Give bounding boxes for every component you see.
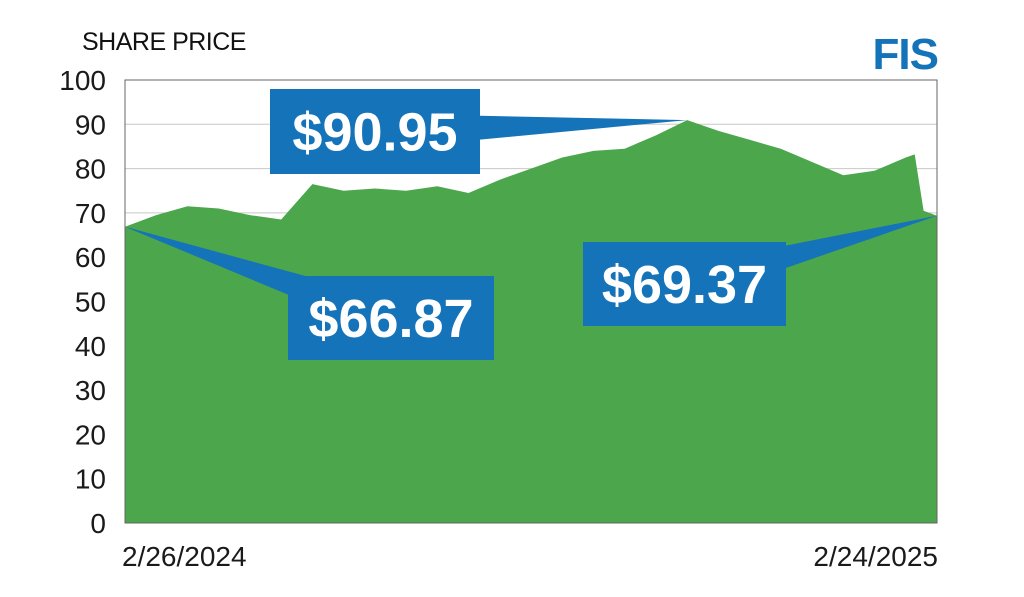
price-callouts: $66.87 $90.95 $69.37 bbox=[125, 89, 937, 360]
y-tick-label: 90 bbox=[75, 109, 106, 140]
y-tick-label: 10 bbox=[75, 464, 106, 495]
callout-box bbox=[583, 242, 786, 326]
y-tick-label: 40 bbox=[75, 331, 106, 362]
y-tick-label: 0 bbox=[90, 508, 106, 539]
y-tick-label: 20 bbox=[75, 419, 106, 450]
callout-label: $90.95 bbox=[292, 103, 457, 163]
ticker-logo: FIS bbox=[872, 30, 939, 79]
callout-box bbox=[270, 89, 480, 174]
y-tick-label: 30 bbox=[75, 375, 106, 406]
y-tick-label: 50 bbox=[75, 287, 106, 318]
callout-box bbox=[288, 276, 494, 360]
x-tick-label-start: 2/26/2024 bbox=[122, 541, 247, 572]
y-axis-ticks: 0 10 20 30 40 50 60 70 80 90 100 bbox=[59, 65, 106, 539]
area-series bbox=[125, 120, 937, 523]
y-tick-label: 100 bbox=[59, 65, 106, 96]
chart-title: SHARE PRICE bbox=[82, 28, 246, 56]
y-tick-label: 70 bbox=[75, 198, 106, 229]
price-area bbox=[125, 120, 937, 523]
plot-frame bbox=[124, 79, 938, 524]
y-tick-label: 80 bbox=[75, 154, 106, 185]
x-tick-label-end: 2/24/2025 bbox=[813, 541, 938, 572]
callout-label: $66.87 bbox=[308, 289, 473, 349]
y-tick-label: 60 bbox=[75, 242, 106, 273]
callout-label: $69.37 bbox=[602, 255, 767, 315]
x-axis-labels: 2/26/2024 2/24/2025 bbox=[122, 541, 938, 572]
